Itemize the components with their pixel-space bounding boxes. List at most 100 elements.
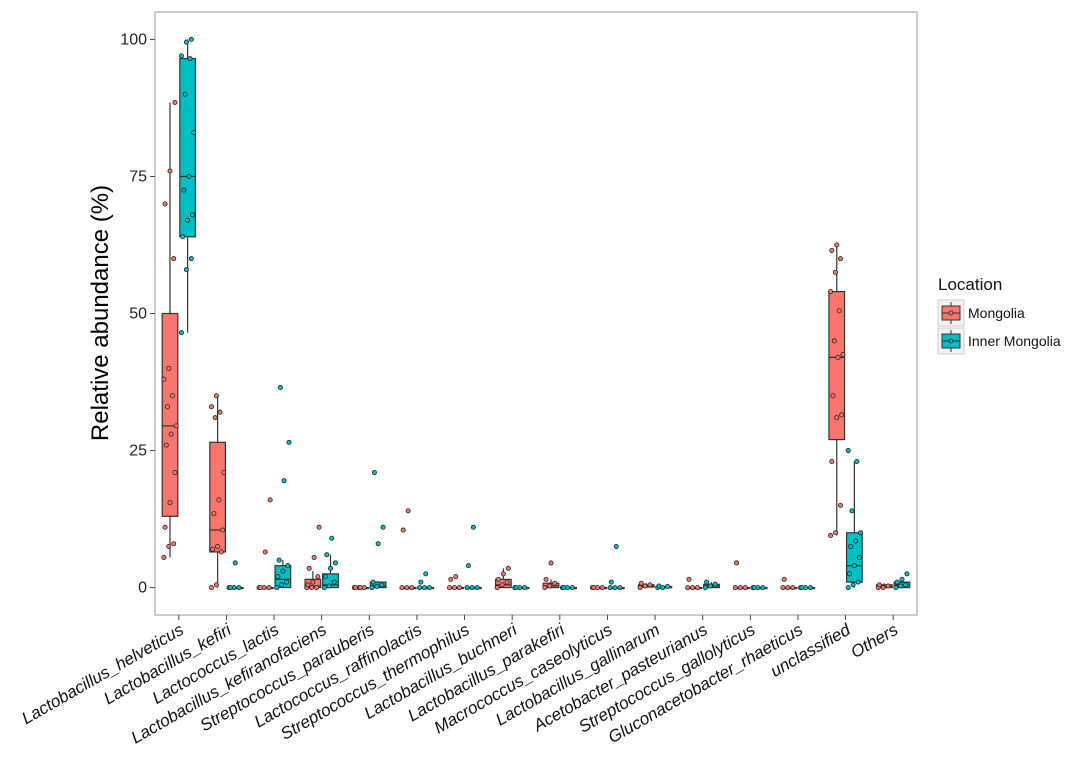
data-point <box>281 478 287 484</box>
data-point <box>275 574 281 580</box>
data-point <box>171 541 177 547</box>
data-point <box>215 543 221 549</box>
data-point <box>418 579 424 585</box>
data-point <box>216 497 222 503</box>
data-point <box>405 508 411 514</box>
data-point <box>316 524 322 530</box>
data-point <box>167 500 173 506</box>
data-points <box>161 36 910 591</box>
data-point <box>837 256 843 262</box>
data-point <box>279 582 285 588</box>
data-point <box>173 423 179 429</box>
data-point <box>612 585 618 591</box>
data-point <box>315 574 321 580</box>
data-point <box>851 563 857 569</box>
data-point <box>374 583 380 589</box>
data-point <box>522 585 528 591</box>
data-point <box>617 585 623 591</box>
data-point <box>831 338 837 344</box>
data-point <box>323 574 329 580</box>
data-point <box>188 36 194 42</box>
data-point <box>369 585 375 591</box>
data-point <box>422 585 428 591</box>
data-point <box>732 585 738 591</box>
data-point <box>220 527 226 533</box>
data-point <box>370 579 376 585</box>
data-point <box>608 579 614 585</box>
legend-item-inner-mongolia: Inner Mongolia <box>937 327 1061 355</box>
data-point <box>163 442 169 448</box>
data-point <box>447 585 453 591</box>
data-point <box>162 201 168 207</box>
data-point <box>894 579 900 585</box>
data-point <box>324 552 330 558</box>
y-tick-label: 75 <box>129 168 147 185</box>
data-point <box>166 543 172 549</box>
data-point <box>742 585 748 591</box>
data-point <box>236 585 242 591</box>
data-point <box>737 585 743 591</box>
data-point <box>464 585 470 591</box>
legend-item-mongolia: Mongolia <box>937 299 1025 327</box>
data-point <box>371 469 377 475</box>
data-point <box>828 289 834 295</box>
data-point <box>547 583 553 589</box>
data-point <box>399 585 405 591</box>
data-point <box>178 330 184 336</box>
data-point <box>353 585 359 591</box>
data-point <box>218 549 224 555</box>
box-mongolia <box>209 395 227 588</box>
data-point <box>262 549 268 555</box>
data-point <box>309 585 315 591</box>
legend-title: Location <box>938 275 1002 294</box>
data-point <box>327 565 333 571</box>
data-point <box>849 508 855 514</box>
data-point <box>161 554 167 560</box>
data-point <box>227 585 233 591</box>
data-point <box>638 580 644 586</box>
data-point <box>211 511 217 517</box>
data-point <box>848 543 854 549</box>
legend-label: Mongolia <box>968 305 1025 321</box>
data-point <box>552 580 558 586</box>
data-point <box>781 576 787 582</box>
data-point <box>266 585 272 591</box>
data-point <box>780 585 786 591</box>
data-point <box>409 585 415 591</box>
data-point <box>845 448 851 454</box>
data-point <box>469 585 475 591</box>
data-point <box>734 560 740 566</box>
data-point <box>898 583 904 589</box>
data-point <box>845 585 851 591</box>
data-point <box>712 581 718 587</box>
data-point <box>162 524 168 530</box>
data-point <box>893 585 899 591</box>
data-point <box>183 39 189 45</box>
data-point <box>181 187 187 193</box>
data-point <box>834 415 840 421</box>
data-point <box>830 393 836 399</box>
data-point <box>494 585 500 591</box>
data-point <box>707 583 713 589</box>
data-point <box>561 585 567 591</box>
data-point <box>331 579 337 585</box>
y-tick-label: 100 <box>120 31 147 48</box>
data-point <box>321 585 327 591</box>
data-point <box>213 393 219 399</box>
data-point <box>452 585 458 591</box>
data-point <box>751 585 757 591</box>
data-point <box>400 527 406 533</box>
data-point <box>188 256 194 262</box>
data-point <box>613 543 619 549</box>
box <box>161 312 179 517</box>
legend-key-point <box>948 310 954 316</box>
data-point <box>850 582 856 588</box>
data-point <box>504 579 510 585</box>
data-point <box>799 585 805 591</box>
data-point <box>186 173 192 179</box>
y-tick-label: 25 <box>129 443 147 460</box>
data-point <box>647 582 653 588</box>
data-point <box>505 565 511 571</box>
data-point <box>314 585 320 591</box>
data-point <box>685 585 691 591</box>
